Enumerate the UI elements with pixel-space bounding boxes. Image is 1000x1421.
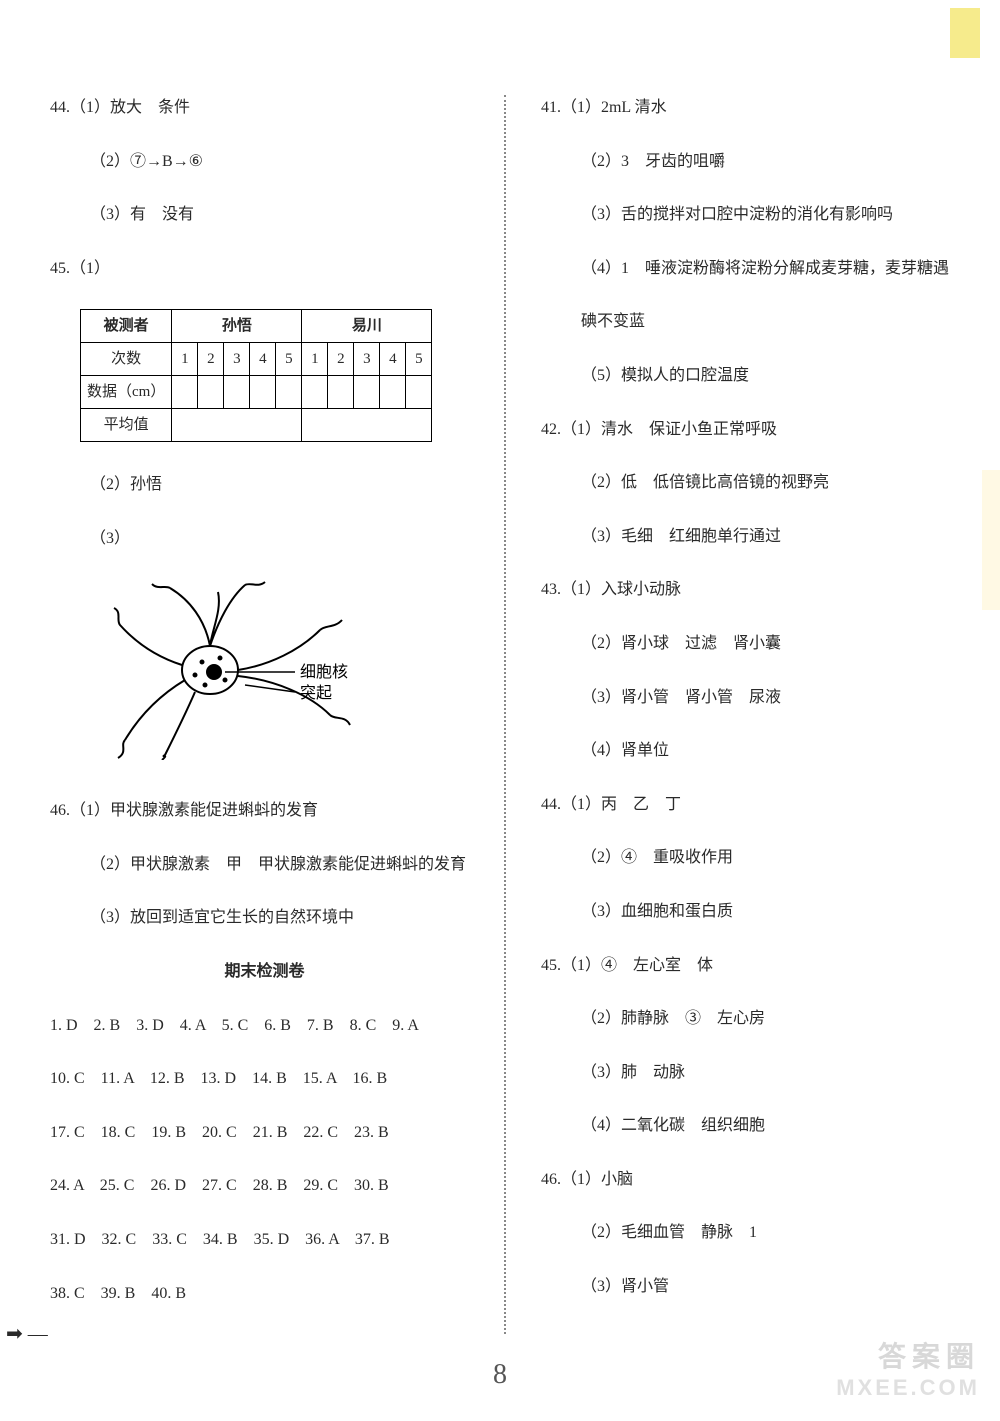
- count-cell: 3: [354, 343, 380, 376]
- watermark-url: MXEE.COM: [836, 1375, 980, 1401]
- q45r-part2: （2）肺静脉 ③ 左心房: [541, 1006, 960, 1032]
- watermark: 答案圈 MXEE.COM: [836, 1335, 980, 1401]
- page-corner-marker: [950, 8, 980, 58]
- count-cell: 2: [198, 343, 224, 376]
- q43-part3: （3）肾小管 肾小管 尿液: [541, 685, 960, 711]
- q41-part5: （5）模拟人的口腔温度: [541, 363, 960, 389]
- q42-part1: 42.（1）清水 保证小鱼正常呼吸: [541, 417, 960, 443]
- q45r-part4: （4）二氧化碳 组织细胞: [541, 1113, 960, 1139]
- column-divider: [504, 95, 506, 1334]
- avg-label: 平均值: [81, 409, 172, 442]
- right-column: 41.（1）2mL 清水 （2）3 牙齿的咀嚼 （3）舌的搅拌对口腔中淀粉的消化…: [511, 95, 960, 1334]
- avg-cell: [172, 409, 302, 442]
- q44-part2: （2）⑦→B→⑥: [50, 149, 479, 175]
- q45r-part1: 45.（1）④ 左心室 体: [541, 953, 960, 979]
- data-label: 数据（cm）: [81, 376, 172, 409]
- q45-head: 45.（1）: [50, 256, 479, 282]
- table-count-row: 次数 1 2 3 4 5 1 2 3 4 5: [81, 343, 432, 376]
- process-label: 突起: [300, 684, 332, 702]
- neuron-svg-icon: 细胞核 突起: [110, 580, 400, 760]
- data-cell: [406, 376, 432, 409]
- count-cell: 4: [250, 343, 276, 376]
- count-cell: 3: [224, 343, 250, 376]
- main-content: 44.（1）放大 条件 （2）⑦→B→⑥ （3）有 没有 45.（1） 被测者 …: [0, 0, 1000, 1334]
- q42-part3: （3）毛细 红细胞单行通过: [541, 524, 960, 550]
- data-cell: [224, 376, 250, 409]
- answer-row: 1. D 2. B 3. D 4. A 5. C 6. B 7. B 8. C …: [50, 1013, 479, 1039]
- count-cell: 2: [328, 343, 354, 376]
- q44-part1: 44.（1）放大 条件: [50, 95, 479, 121]
- exam-title: 期末检测卷: [50, 959, 479, 985]
- count-cell: 1: [172, 343, 198, 376]
- answer-row: 38. C 39. B 40. B: [50, 1281, 479, 1307]
- footer-arrow-mark: ➡ —: [6, 1321, 48, 1346]
- q43-part1: 43.（1）入球小动脉: [541, 577, 960, 603]
- measurement-table: 被测者 孙悟 易川 次数 1 2 3 4 5 1 2 3 4 5 数据（cm）: [80, 309, 432, 442]
- page-number: 8: [493, 1359, 507, 1391]
- table-data-row: 数据（cm）: [81, 376, 432, 409]
- data-cell: [302, 376, 328, 409]
- data-cell: [198, 376, 224, 409]
- avg-cell: [302, 409, 432, 442]
- q41-part3: （3）舌的搅拌对口腔中淀粉的消化有影响吗: [541, 202, 960, 228]
- count-cell: 1: [302, 343, 328, 376]
- left-column: 44.（1）放大 条件 （2）⑦→B→⑥ （3）有 没有 45.（1） 被测者 …: [50, 95, 499, 1334]
- q46r-part2: （2）毛细血管 静脉 1: [541, 1220, 960, 1246]
- q44r-part1: 44.（1）丙 乙 丁: [541, 792, 960, 818]
- q46r-part1: 46.（1）小脑: [541, 1167, 960, 1193]
- watermark-chars: 答案圈: [836, 1335, 980, 1375]
- answer-row: 24. A 25. C 26. D 27. C 28. B 29. C 30. …: [50, 1173, 479, 1199]
- q42-part2: （2）低 低倍镜比高倍镜的视野亮: [541, 470, 960, 496]
- header-person2: 易川: [302, 310, 432, 343]
- q43-part4: （4）肾单位: [541, 738, 960, 764]
- q46-part3: （3）放回到适宜它生长的自然环境中: [50, 905, 479, 931]
- nucleus-label: 细胞核: [300, 663, 348, 681]
- q44-part3: （3）有 没有: [50, 202, 479, 228]
- data-cell: [276, 376, 302, 409]
- q41-part4a: （4）1 唾液淀粉酶将淀粉分解成麦芽糖，麦芽糖遇: [541, 256, 960, 282]
- q43-part2: （2）肾小球 过滤 肾小囊: [541, 631, 960, 657]
- page-side-marker: [982, 470, 1000, 610]
- header-subject: 被测者: [81, 310, 172, 343]
- table-avg-row: 平均值: [81, 409, 432, 442]
- answer-row: 10. C 11. A 12. B 13. D 14. B 15. A 16. …: [50, 1066, 479, 1092]
- q44r-part2: （2）④ 重吸收作用: [541, 845, 960, 871]
- count-cell: 4: [380, 343, 406, 376]
- count-cell: 5: [276, 343, 302, 376]
- answer-row: 17. C 18. C 19. B 20. C 21. B 22. C 23. …: [50, 1120, 479, 1146]
- data-cell: [354, 376, 380, 409]
- data-cell: [172, 376, 198, 409]
- q45r-part3: （3）肺 动脉: [541, 1060, 960, 1086]
- q41-part1: 41.（1）2mL 清水: [541, 95, 960, 121]
- q44r-part3: （3）血细胞和蛋白质: [541, 899, 960, 925]
- count-cell: 5: [406, 343, 432, 376]
- q45-part3: （3）: [50, 526, 479, 552]
- header-person1: 孙悟: [172, 310, 302, 343]
- q41-part2: （2）3 牙齿的咀嚼: [541, 149, 960, 175]
- neuron-diagram: 细胞核 突起: [110, 580, 479, 769]
- count-label: 次数: [81, 343, 172, 376]
- data-cell: [328, 376, 354, 409]
- q46r-part3: （3）肾小管: [541, 1274, 960, 1300]
- data-cell: [380, 376, 406, 409]
- answer-row: 31. D 32. C 33. C 34. B 35. D 36. A 37. …: [50, 1227, 479, 1253]
- q41-part4b: 碘不变蓝: [541, 309, 960, 335]
- q46-part1: 46.（1）甲状腺激素能促进蝌蚪的发育: [50, 798, 479, 824]
- data-cell: [250, 376, 276, 409]
- table-header-row: 被测者 孙悟 易川: [81, 310, 432, 343]
- q45-part2: （2）孙悟: [50, 472, 479, 498]
- q46-part2: （2）甲状腺激素 甲 甲状腺激素能促进蝌蚪的发育: [50, 852, 479, 878]
